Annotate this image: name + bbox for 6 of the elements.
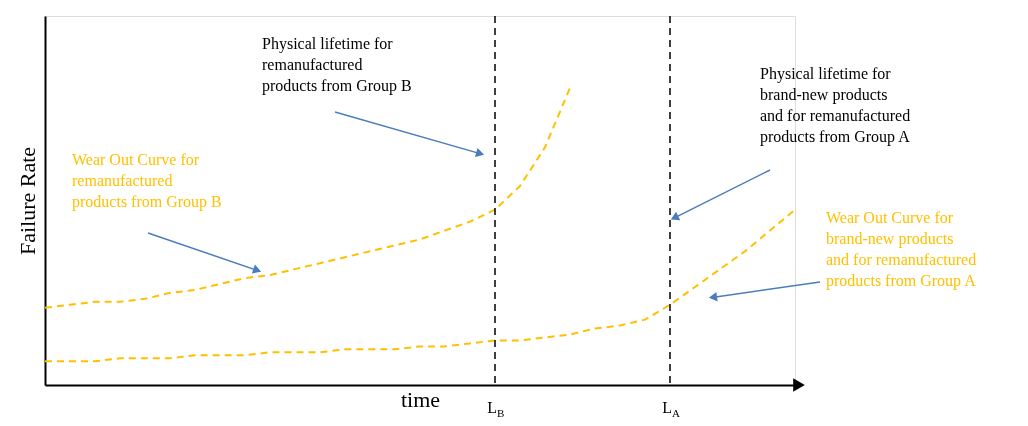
y-axis-title: Failure Rate	[14, 146, 40, 256]
text: Wear Out Curve for brand-new products and for remanufactured products from Group A	[826, 209, 977, 290]
x-axis-title: time	[400, 386, 441, 412]
annotation: Wear Out Curve for remanufactured products from Group B	[72, 151, 222, 211]
annotation: Physical lifetime for remanufactured products from Group B	[262, 35, 412, 95]
annotation: Physical lifetime for brand-new products and for remanufactured products from Group A	[760, 65, 911, 146]
